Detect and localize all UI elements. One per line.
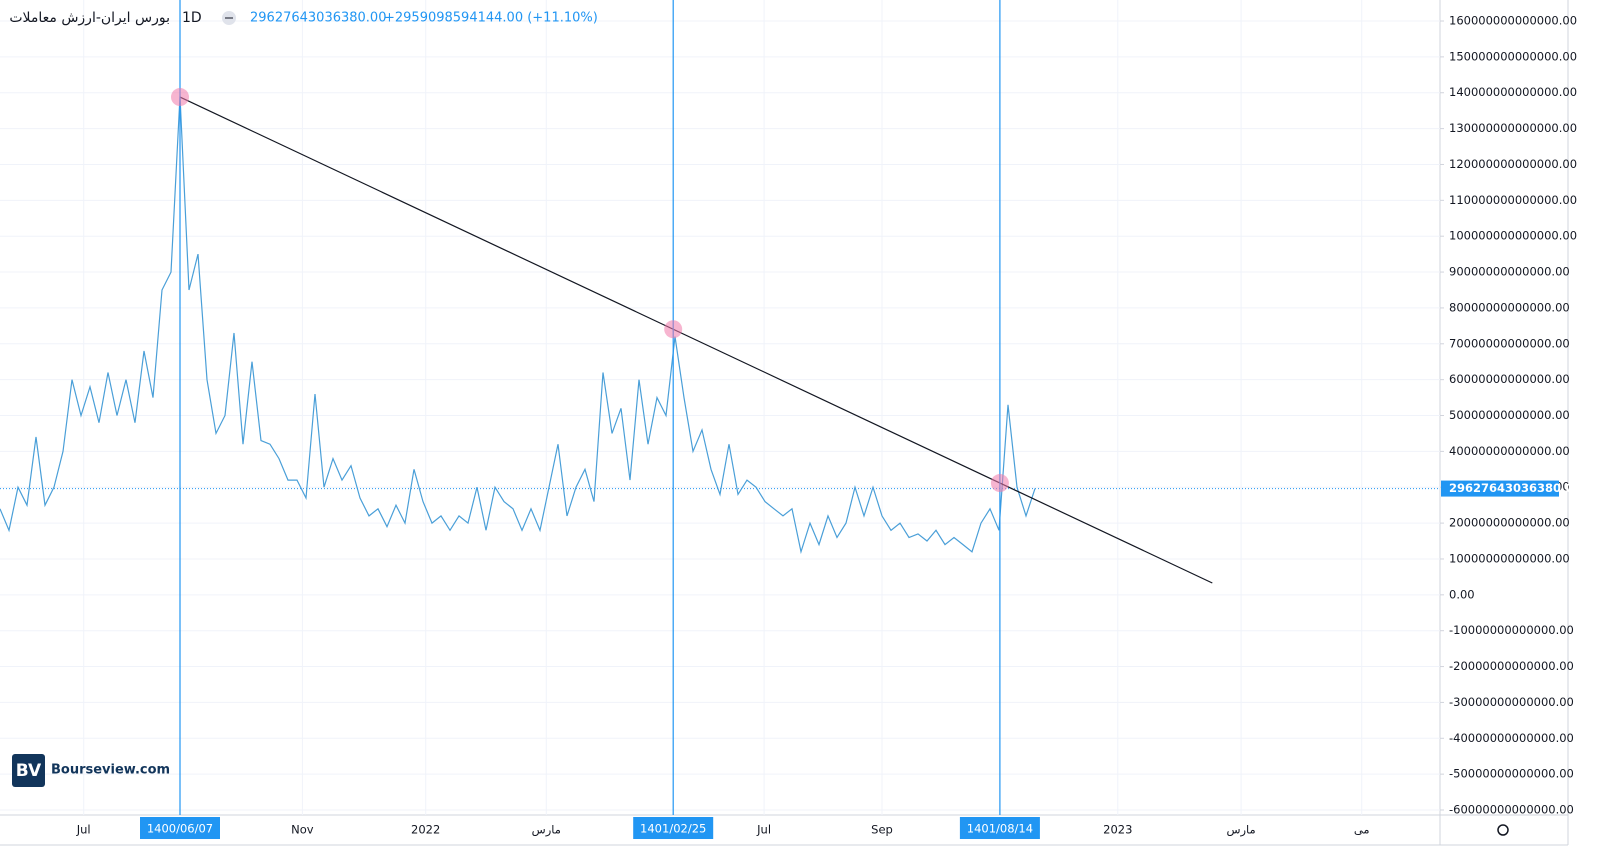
x-tick-label: Nov <box>291 823 314 837</box>
y-tick-label: 60000000000000.00 <box>1449 372 1570 386</box>
y-tick-label: 80000000000000.00 <box>1449 300 1570 314</box>
last-price-box <box>1441 480 1559 497</box>
gear[interactable] <box>1497 824 1509 836</box>
x-tick-label: می <box>1354 823 1370 837</box>
marker-label: 1401/08/14 <box>967 822 1033 836</box>
touch-point <box>171 88 189 107</box>
y-tick-label: 70000000000000.00 <box>1449 336 1570 350</box>
y-tick-label: 100000000000000.00 <box>1449 229 1577 243</box>
y-tick-label: 50000000000000.00 <box>1449 408 1570 422</box>
marker-label-box <box>140 817 220 839</box>
y-tick-label: -10000000000000.00 <box>1449 623 1574 637</box>
y-tick-label: 20000000000000.00 <box>1449 516 1570 530</box>
y-tick-label: -50000000000000.00 <box>1449 767 1574 781</box>
last-price-label: 29627643036380.00 <box>1449 481 1581 495</box>
y-tick-label: 160000000000000.00 <box>1449 14 1577 28</box>
status-dash <box>225 17 233 19</box>
y-tick-label: 40000000000000.00 <box>1449 444 1570 458</box>
marker-label-box <box>959 817 1040 839</box>
y-tick-label: 10000000000000.00 <box>1449 551 1570 565</box>
settings-icon[interactable] <box>1497 824 1509 836</box>
y-tick-label: -20000000000000.00 <box>1449 659 1574 673</box>
symbol: بورس ایران-ارزش معاملات <box>9 10 170 26</box>
x-tick-label: Jul <box>76 823 91 837</box>
touch-point <box>990 474 1009 493</box>
x-tick-label: 2022 <box>411 823 440 837</box>
y-tick-label: 140000000000000.00 <box>1449 85 1577 99</box>
y-tick-label: 130000000000000.00 <box>1449 121 1577 135</box>
logo-box <box>12 754 45 787</box>
y-tick-label: 0.00 <box>1449 587 1475 601</box>
data-line <box>0 96 1036 555</box>
interval: 1D <box>182 10 202 26</box>
marker-label: 1400/06/07 <box>147 822 213 836</box>
y-tick-label: 110000000000000.00 <box>1449 193 1577 207</box>
watermark: BV Bourseview.com <box>12 754 170 787</box>
y-tick-label: 150000000000000.00 <box>1449 49 1577 63</box>
last-price: 29627643036380.00 <box>250 11 386 26</box>
y-tick-label: -40000000000000.00 <box>1449 731 1574 745</box>
touch-point <box>664 320 683 339</box>
x-tick-label: Sep <box>871 823 893 837</box>
x-tick-label: Jul <box>756 823 771 837</box>
logo: BV <box>16 761 42 781</box>
marker-label: 1401/02/25 <box>640 822 706 836</box>
x-tick-label: مارس <box>1226 823 1255 838</box>
y-tick-label: -60000000000000.00 <box>1449 803 1574 817</box>
y-tick-label: -30000000000000.00 <box>1449 695 1574 709</box>
y-tick-label: 90000000000000.00 <box>1449 265 1570 279</box>
watermark-text: Bourseview.com <box>51 763 170 778</box>
y-tick-label: 120000000000000.00 <box>1449 157 1577 171</box>
trend-line <box>179 96 1213 584</box>
x-tick-label: مارس <box>532 823 561 838</box>
price-change: +2959098594144.00 (+11.10%) <box>384 11 598 26</box>
x-tick-label: 2023 <box>1103 823 1132 837</box>
marker-label-box <box>633 817 714 839</box>
